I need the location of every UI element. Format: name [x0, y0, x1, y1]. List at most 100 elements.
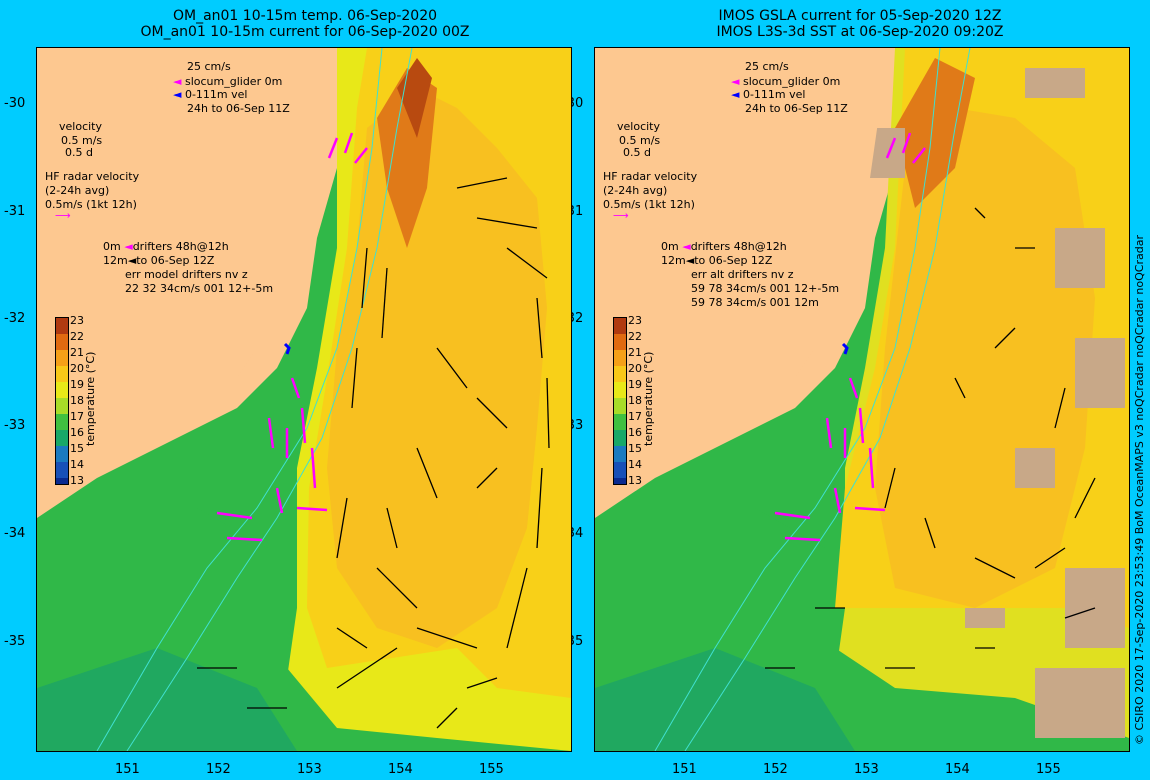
- y-tick-label: -31: [4, 204, 26, 219]
- glider-arrow-icon: ◄: [173, 75, 182, 88]
- colorbar-label: 15: [70, 442, 84, 455]
- drifter-12m: 12m: [103, 254, 128, 267]
- y-tick-label: -32: [4, 311, 26, 326]
- err-line2: 22 32 34cm/s 001 12+-5m: [125, 282, 274, 295]
- colorbar-label: 19: [70, 378, 84, 391]
- colorbar-label: 13: [70, 474, 84, 487]
- hf-radar-arrows: [216, 132, 368, 542]
- velocity-d: 0.5 d: [65, 146, 93, 159]
- colorbar-segment: [56, 350, 68, 366]
- colorbar-label: 20: [628, 362, 642, 375]
- colorbar-label: 15: [628, 442, 642, 455]
- hf-radar-arrow-icon: ⟶: [613, 209, 629, 222]
- colorbar-segment: [614, 398, 626, 414]
- legend-scale-label: 25 cm/s: [187, 60, 231, 73]
- right-map-panel: 25 cm/s ◄ slocum_glider 0m ◄ 0-111m vel …: [594, 47, 1130, 752]
- colorbar-segment: [614, 462, 626, 478]
- velocity-scale: 0.5 m/s: [619, 134, 661, 147]
- colorbar-segment: [56, 478, 68, 484]
- drifter-12m: 12m: [661, 254, 686, 267]
- colorbar-segment: [614, 366, 626, 382]
- colorbar-title: temperature (°C): [642, 351, 655, 446]
- glider-arrow-icon: ◄: [731, 75, 740, 88]
- colorbar-segment: [56, 382, 68, 398]
- colorbar-label: 17: [70, 410, 84, 423]
- drifter-0m-label: 0m ◄drifters 48h@12h: [103, 240, 229, 253]
- y-tick-label: -35: [4, 634, 26, 649]
- hf-radar-arrow-icon: ⟶: [55, 209, 71, 222]
- colorbar-label: 16: [70, 426, 84, 439]
- drifter-label: drifters 48h@12h: [132, 240, 229, 253]
- right-title-line1: IMOS GSLA current for 05-Sep-2020 12Z: [718, 8, 1002, 24]
- velocity-d: 0.5 d: [623, 146, 651, 159]
- legend-glider-label: ◄ slocum_glider 0m: [173, 75, 282, 88]
- drifter-12m-label: 12m◄to 06-Sep 12Z: [103, 254, 214, 267]
- colorbar-label: 20: [70, 362, 84, 375]
- colorbar: [613, 317, 627, 485]
- left-title-line1: OM_an01 10-15m temp. 06-Sep-2020: [172, 8, 438, 24]
- velocity-title: velocity: [617, 120, 660, 133]
- glider-label: slocum_glider 0m: [184, 75, 283, 88]
- hf-radar-title: HF radar velocity: [603, 170, 698, 183]
- x-tick-label: 154: [945, 762, 970, 777]
- err-line1: err model drifters nv z: [125, 268, 248, 281]
- x-tick-label: 151: [672, 762, 697, 777]
- err-line1: err alt drifters nv z: [691, 268, 794, 281]
- colorbar-label: 13: [628, 474, 642, 487]
- hf-radar-scale: 0.5m/s (1kt 12h): [45, 198, 137, 211]
- velocity-scale: 0.5 m/s: [61, 134, 103, 147]
- left-map-panel: 25 cm/s ◄ slocum_glider 0m ◄ 0-111m vel …: [36, 47, 572, 752]
- colorbar-title: temperature (°C): [84, 351, 97, 446]
- x-tick-label: 155: [1036, 762, 1061, 777]
- colorbar-segment: [614, 478, 626, 484]
- drifter-0m-label: 0m ◄drifters 48h@12h: [661, 240, 787, 253]
- drifter-0m-arrow-icon: ◄: [124, 240, 133, 253]
- left-title-line2: OM_an01 10-15m current for 06-Sep-2020 0…: [140, 24, 470, 40]
- x-tick-label: 152: [763, 762, 788, 777]
- colorbar-segment: [56, 366, 68, 382]
- y-tick-label: -34: [4, 526, 26, 541]
- left-map-title: OM_an01 10-15m temp. 06-Sep-2020 OM_an01…: [30, 8, 580, 40]
- colorbar-label: 17: [628, 410, 642, 423]
- colorbar-label: 16: [628, 426, 642, 439]
- x-tick-label: 153: [854, 762, 879, 777]
- colorbar-label: 14: [628, 458, 642, 471]
- colorbar-segment: [614, 382, 626, 398]
- colorbar-segment: [614, 430, 626, 446]
- colorbar-label: 22: [70, 330, 84, 343]
- hf-radar-arrows: [774, 132, 926, 542]
- drifter-time: to 06-Sep 12Z: [694, 254, 773, 267]
- colorbar-label: 14: [70, 458, 84, 471]
- legend-vel-label: ◄ 0-111m vel: [173, 88, 247, 101]
- drifter-0m: 0m: [661, 240, 679, 253]
- drifter-0m: 0m: [103, 240, 121, 253]
- colorbar-label: 19: [628, 378, 642, 391]
- colorbar-label: 23: [70, 314, 84, 327]
- x-tick-label: 155: [479, 762, 504, 777]
- colorbar-segment: [56, 398, 68, 414]
- colorbar-label: 22: [628, 330, 642, 343]
- hf-radar-avg: (2-24h avg): [603, 184, 668, 197]
- left-sst-map: [37, 48, 571, 751]
- err-line3: 59 78 34cm/s 001 12m: [691, 296, 819, 309]
- colorbar-segment: [614, 350, 626, 366]
- colorbar-segment: [614, 446, 626, 462]
- colorbar-segment: [56, 446, 68, 462]
- drifter-12m-arrow-icon: ◄: [685, 254, 695, 267]
- drifter-time: to 06-Sep 12Z: [136, 254, 215, 267]
- colorbar-label: 18: [70, 394, 84, 407]
- colorbar-segment: [614, 334, 626, 350]
- colorbar-segment: [614, 414, 626, 430]
- colorbar-segment: [56, 462, 68, 478]
- drifter-0m-arrow-icon: ◄: [682, 240, 691, 253]
- colorbar-label: 21: [628, 346, 642, 359]
- velocity-arrows: [197, 177, 550, 729]
- legend-time-label: 24h to 06-Sep 11Z: [745, 102, 848, 115]
- y-tick-label: -33: [4, 418, 26, 433]
- drifter-12m-label: 12m◄to 06-Sep 12Z: [661, 254, 772, 267]
- credit-text: © CSIRO 2020 17-Sep-2020 23:53:49 BoM Oc…: [1133, 235, 1146, 745]
- velocity-title: velocity: [59, 120, 102, 133]
- colorbar-label: 18: [628, 394, 642, 407]
- vel-arrow-icon: ◄: [731, 88, 740, 101]
- velocity-arrows: [765, 207, 1096, 669]
